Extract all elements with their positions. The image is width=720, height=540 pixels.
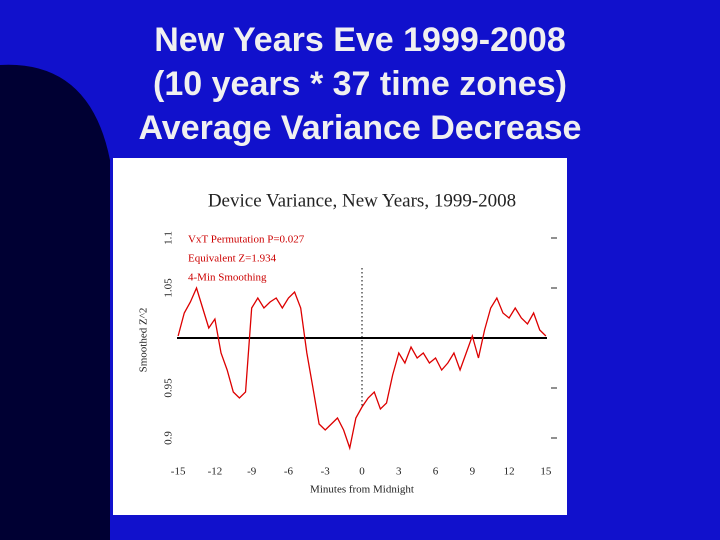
y-tick-label: 1.05 bbox=[163, 278, 175, 298]
y-axis-label: Smoothed Z^2 bbox=[138, 308, 150, 373]
y-tick-label: 0.95 bbox=[163, 378, 175, 398]
x-tick-label: -3 bbox=[321, 466, 331, 478]
slide-title: Average Variance Decrease bbox=[138, 109, 582, 147]
slide-title: (10 years * 37 time zones) bbox=[153, 65, 567, 103]
y-tick-label: 1.1 bbox=[163, 231, 175, 245]
chart-title: Device Variance, New Years, 1999-2008 bbox=[208, 190, 516, 211]
y-tick-label: 0.9 bbox=[163, 431, 175, 445]
x-tick-label: -15 bbox=[171, 466, 186, 478]
x-axis-label: Minutes from Midnight bbox=[310, 484, 414, 496]
slide-title: New Years Eve 1999-2008 bbox=[154, 21, 566, 59]
annotation: VxT Permutation P=0.027 bbox=[188, 234, 305, 246]
x-tick-label: 9 bbox=[470, 466, 476, 478]
x-tick-label: -9 bbox=[247, 466, 257, 478]
annotation: 4-Min Smoothing bbox=[188, 272, 267, 284]
annotation: Equivalent Z=1.934 bbox=[188, 253, 277, 265]
x-tick-label: 15 bbox=[540, 466, 552, 478]
x-tick-label: 6 bbox=[433, 466, 439, 478]
x-tick-label: -6 bbox=[284, 466, 294, 478]
x-tick-label: 12 bbox=[504, 466, 515, 478]
x-tick-label: -12 bbox=[208, 466, 223, 478]
data-line bbox=[177, 286, 547, 451]
chart: Device Variance, New Years, 1999-2008 Vx… bbox=[113, 158, 567, 515]
dark-arc bbox=[0, 64, 110, 540]
x-tick-label: 3 bbox=[396, 466, 402, 478]
chart-background bbox=[113, 158, 567, 515]
x-tick-label: 0 bbox=[359, 466, 365, 478]
